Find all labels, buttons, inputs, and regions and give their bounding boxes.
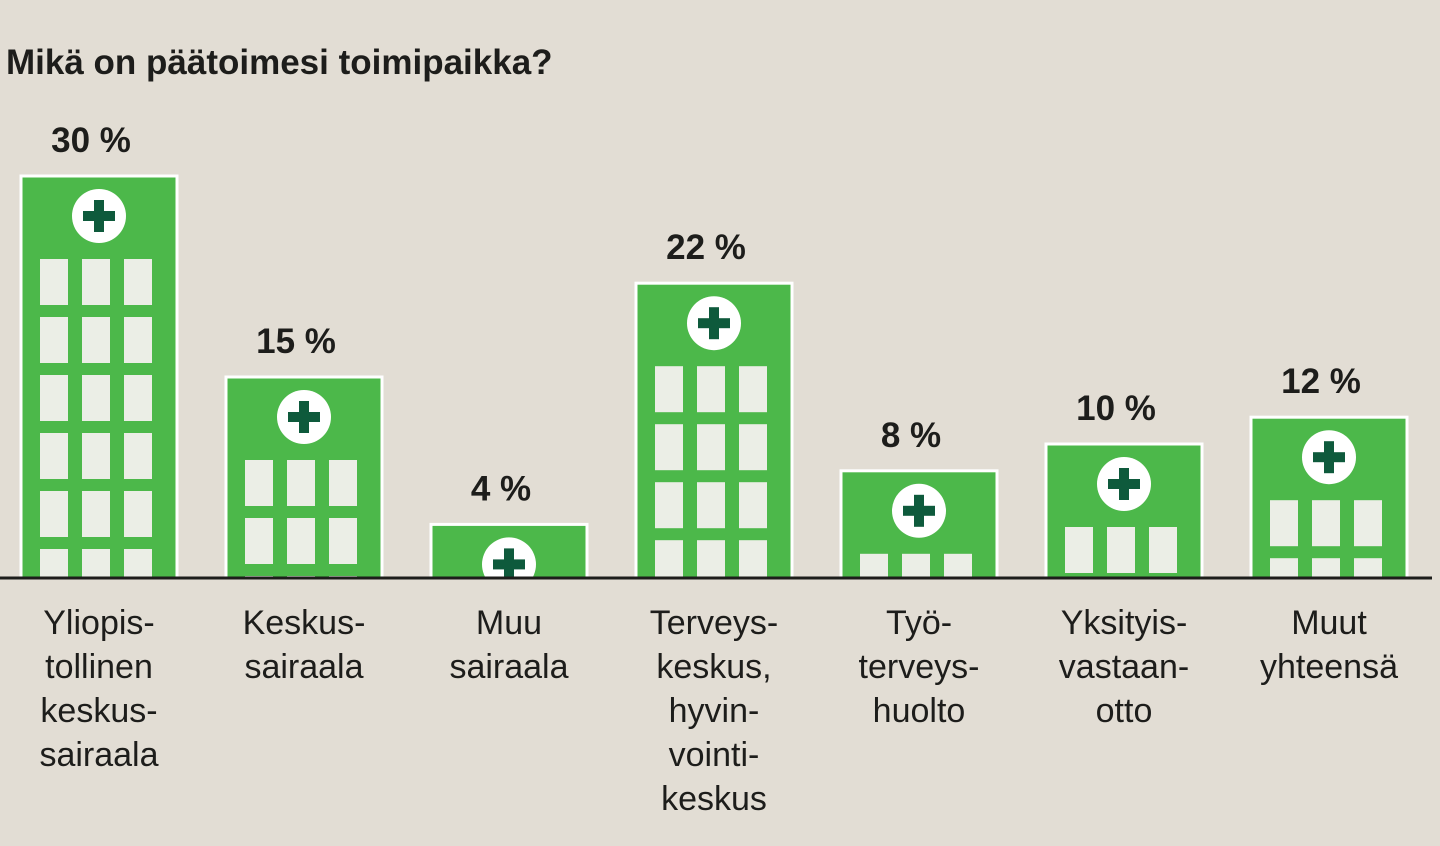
x-tick-label: Yksityis-vastaan-otto	[1059, 604, 1189, 730]
value-label: 22 %	[666, 228, 746, 267]
window	[329, 518, 357, 564]
cross-icon	[1097, 457, 1151, 511]
window	[1354, 500, 1382, 547]
building	[1249, 415, 1409, 580]
building	[1044, 442, 1204, 580]
window	[124, 549, 152, 578]
window	[697, 366, 725, 413]
windows	[655, 366, 767, 578]
window	[82, 549, 110, 578]
window	[40, 549, 68, 578]
window	[739, 424, 767, 471]
windows	[1270, 500, 1382, 579]
value-label: 12 %	[1281, 362, 1361, 401]
windows	[245, 460, 357, 578]
window	[697, 482, 725, 529]
value-label: 4 %	[471, 469, 531, 508]
building	[839, 469, 999, 580]
window	[40, 259, 68, 305]
window	[287, 518, 315, 564]
window	[655, 540, 683, 578]
cross-v	[299, 401, 309, 433]
window	[1065, 527, 1093, 573]
window	[739, 366, 767, 413]
window	[739, 540, 767, 578]
window	[40, 375, 68, 421]
window	[82, 259, 110, 305]
window	[245, 460, 273, 506]
x-tick-label: Keskus-sairaala	[243, 604, 366, 686]
window	[902, 553, 930, 578]
cross-v	[1324, 441, 1334, 474]
bar	[1249, 415, 1409, 580]
window	[655, 366, 683, 413]
window	[860, 553, 888, 578]
window	[1312, 558, 1340, 579]
window	[124, 491, 152, 537]
x-tick-label: Työ-terveys-huolto	[859, 604, 980, 730]
cross-icon	[72, 189, 126, 243]
cross-icon	[892, 483, 946, 538]
x-tick-label: Muut yhteensä	[1260, 604, 1398, 686]
value-label: 30 %	[51, 121, 131, 160]
cross-v	[94, 200, 104, 232]
window	[82, 375, 110, 421]
window	[1270, 500, 1298, 547]
window	[1312, 500, 1340, 547]
value-label: 10 %	[1076, 389, 1156, 428]
window	[287, 460, 315, 506]
cross-v	[709, 307, 719, 340]
window	[40, 491, 68, 537]
cross-v	[1119, 468, 1129, 500]
building	[429, 522, 589, 580]
building	[634, 281, 794, 580]
building	[224, 375, 384, 580]
window	[82, 317, 110, 363]
value-label: 15 %	[256, 322, 336, 361]
window	[124, 317, 152, 363]
window	[40, 433, 68, 479]
window	[739, 482, 767, 529]
window	[1149, 527, 1177, 573]
chart-title: Mikä on päätoimesi toimipaikka?	[6, 43, 553, 82]
cross-v	[914, 494, 924, 527]
window	[1270, 558, 1298, 579]
window	[40, 317, 68, 363]
window	[1107, 527, 1135, 573]
x-tick-label: Muu sairaala	[449, 604, 568, 686]
window	[655, 424, 683, 471]
cross-v	[504, 548, 514, 579]
cross-icon	[277, 390, 331, 444]
building	[19, 174, 179, 580]
value-label: 8 %	[881, 416, 941, 455]
x-tick-label: Terveys-keskus, hyvin-vointi-keskus	[650, 604, 778, 818]
window	[944, 553, 972, 578]
windows	[1065, 527, 1177, 573]
window	[82, 433, 110, 479]
cross-icon	[482, 537, 536, 579]
cross-icon	[687, 296, 741, 351]
window	[655, 482, 683, 529]
window	[124, 259, 152, 305]
window	[329, 460, 357, 506]
window	[124, 433, 152, 479]
window	[245, 518, 273, 564]
window	[697, 540, 725, 578]
window	[1354, 558, 1382, 579]
windows	[40, 259, 152, 578]
window	[82, 491, 110, 537]
window	[124, 375, 152, 421]
window	[697, 424, 725, 471]
cross-icon	[1302, 430, 1356, 485]
windows	[860, 553, 972, 578]
x-tick-label: Yliopis-tollinen keskus-sairaala	[39, 604, 158, 774]
